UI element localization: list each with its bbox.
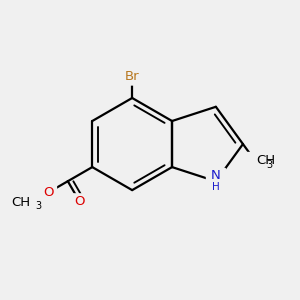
Text: CH: CH [11, 196, 30, 208]
FancyBboxPatch shape [16, 193, 47, 211]
FancyBboxPatch shape [206, 168, 226, 195]
Text: N: N [211, 169, 221, 182]
FancyBboxPatch shape [40, 184, 57, 201]
FancyBboxPatch shape [116, 68, 149, 86]
Text: Br: Br [125, 70, 140, 83]
Text: 3: 3 [266, 160, 272, 170]
Text: H: H [212, 182, 220, 192]
FancyBboxPatch shape [239, 152, 271, 170]
Text: O: O [74, 195, 85, 208]
FancyBboxPatch shape [71, 193, 88, 210]
Text: O: O [43, 186, 54, 199]
Text: 3: 3 [35, 201, 41, 211]
Text: CH: CH [257, 154, 276, 167]
